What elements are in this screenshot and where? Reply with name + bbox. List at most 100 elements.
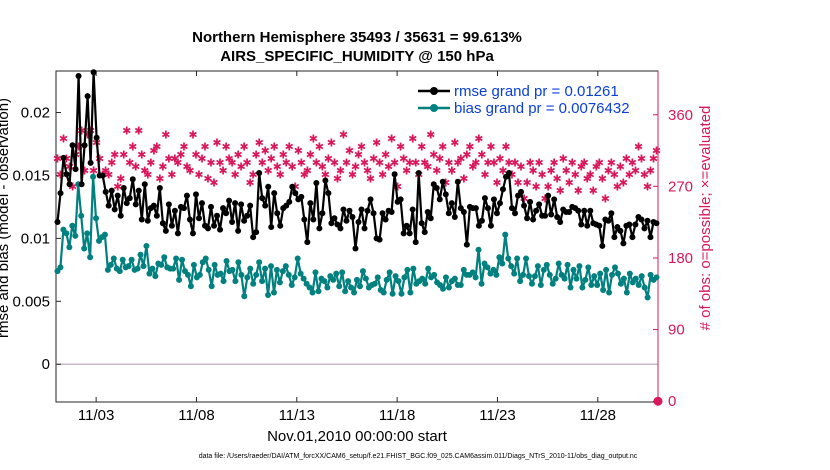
obs-count-marker: ✱: [504, 157, 513, 170]
bias-data-point: [312, 269, 319, 276]
rmse-data-point: [644, 217, 651, 224]
rmse-data-point: [376, 236, 383, 243]
rmse-data-point: [647, 234, 654, 241]
obs-count-marker: ✱: [279, 149, 288, 162]
obs-count-marker: ✱: [510, 157, 519, 170]
rmse-data-point: [141, 181, 148, 188]
obs-count-marker: ✱: [56, 168, 65, 181]
bias-data-point: [90, 173, 97, 180]
bias-data-point: [570, 266, 577, 273]
rmse-data-point: [220, 205, 227, 212]
rmse-data-point: [183, 192, 190, 199]
bias-data-point: [259, 278, 266, 285]
obs-count-marker: ✱: [441, 176, 450, 189]
obs-count-marker: ✱: [191, 149, 200, 162]
rmse-data-point: [322, 177, 329, 184]
rmse-data-point: [409, 206, 416, 213]
rmse-data-point: [69, 142, 76, 149]
obs-count-marker: ✱: [318, 160, 327, 173]
bias-data-point: [78, 212, 85, 219]
bias-data-point: [606, 289, 613, 296]
obs-count-marker: ✱: [285, 141, 294, 154]
bias-data-point: [603, 266, 610, 273]
obs-count-marker: ✱: [357, 141, 366, 154]
obs-count-marker: ✱: [586, 168, 595, 181]
bias-data-point: [93, 215, 100, 222]
bias-data-point: [315, 288, 322, 295]
rmse-data-point: [548, 211, 555, 218]
obs-count-marker: ✱: [321, 168, 330, 181]
bias-data-point: [211, 261, 218, 268]
obs-count-marker: ✱: [369, 153, 378, 166]
bias-data-point: [576, 263, 583, 270]
rmse-data-point: [277, 222, 284, 229]
rmse-data-point: [286, 198, 293, 205]
rmse-data-point: [460, 208, 467, 215]
rmse-data-point: [208, 203, 215, 210]
bias-data-point: [641, 284, 648, 291]
rmse-data-point: [171, 207, 178, 214]
bias-data-point: [342, 288, 349, 295]
obs-count-marker: ✱: [200, 141, 209, 154]
bias-data-point: [635, 281, 642, 288]
rmse-data-point: [578, 221, 585, 228]
rmse-data-point: [527, 198, 534, 205]
rmse-data-point: [268, 224, 275, 231]
bias-data-point: [561, 275, 568, 282]
obs-count-marker: ✱: [264, 164, 273, 177]
bias-data-point: [179, 256, 186, 263]
bias-data-point: [389, 290, 396, 297]
obs-count-marker: ✱: [188, 129, 197, 142]
rmse-data-point: [316, 225, 323, 232]
bias-data-point: [460, 266, 467, 273]
obs-count-marker: ✱: [402, 164, 411, 177]
obs-count-marker: ✱: [544, 180, 553, 193]
bias-data-point: [330, 276, 337, 283]
rmse-data-point: [60, 154, 67, 161]
rmse-data-point: [226, 197, 233, 204]
obs-count-marker: ✱: [345, 145, 354, 158]
bias-data-point: [208, 283, 215, 290]
obs-count-marker: ✱: [378, 168, 387, 181]
bias-data-point: [472, 274, 479, 281]
bias-data-point: [523, 255, 530, 262]
rmse-data-point: [584, 222, 591, 229]
bias-data-point: [81, 245, 88, 252]
rmse-data-point: [551, 196, 558, 203]
bias-data-point: [107, 261, 114, 268]
rmse-data-point: [241, 217, 248, 224]
obs-count-marker: ✱: [531, 180, 540, 193]
bias-data-point: [63, 230, 70, 237]
rmse-data-point: [388, 208, 395, 215]
obs-count-marker: ✱: [489, 157, 498, 170]
obs-count-marker: ✱: [438, 141, 447, 154]
bias-data-point: [161, 254, 168, 261]
bias-data-point: [125, 263, 132, 270]
obs-count-marker: ✱: [339, 129, 348, 142]
bias-data-point: [250, 280, 257, 287]
rmse-data-point: [78, 181, 85, 188]
obs-count-marker: ✱: [399, 153, 408, 166]
bias-data-point: [653, 274, 660, 281]
rmse-data-point: [271, 190, 278, 197]
rmse-data-point: [259, 195, 266, 202]
bias-data-point: [101, 231, 108, 238]
legend-box: [414, 79, 652, 117]
x-tick-label: 11/08: [178, 407, 214, 424]
rmse-data-point: [192, 191, 199, 198]
bias-data-point: [502, 231, 509, 238]
obs-count-marker: ✱: [450, 137, 459, 150]
bias-data-point: [638, 273, 645, 280]
bias-data-point: [386, 269, 393, 276]
obs-count-marker: ✱: [309, 133, 318, 146]
bias-data-point: [176, 276, 183, 283]
obs-count-marker: ✱: [288, 160, 297, 173]
obs-count-marker: ✱: [273, 160, 282, 173]
obs-count-marker: ✱: [429, 149, 438, 162]
rmse-data-point: [346, 207, 353, 214]
obs-count-marker: ✱: [507, 168, 516, 181]
rmse-data-point: [506, 169, 513, 176]
rmse-data-point: [253, 229, 260, 236]
y-tick-label-right: 0: [668, 393, 676, 410]
obs-count-marker: ✱: [354, 149, 363, 162]
